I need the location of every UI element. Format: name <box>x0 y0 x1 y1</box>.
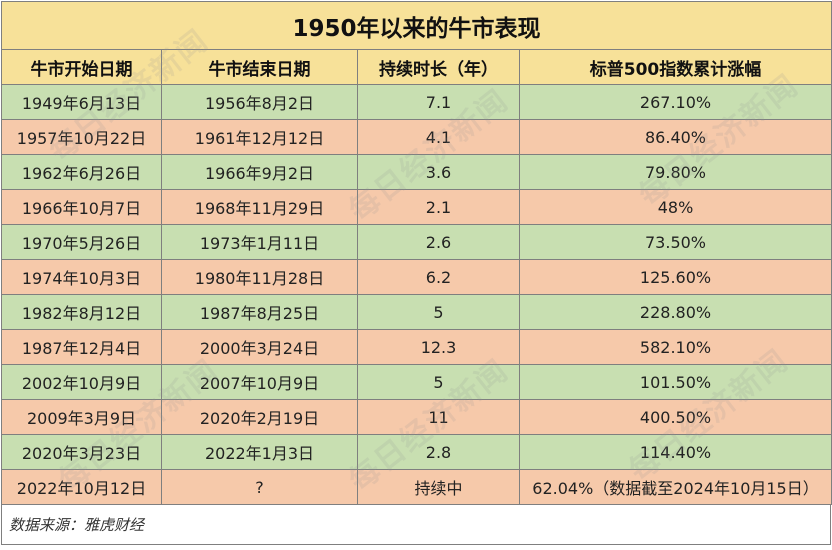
cell-end-date: ? <box>161 469 358 505</box>
header-sp500-gain: 标普500指数累计涨幅 <box>518 49 832 85</box>
bull-market-table: 1950年以来的牛市表现 牛市开始日期 牛市结束日期 持续时长（年） 标普500… <box>0 1 832 505</box>
cell-start-date: 1966年10月7日 <box>1 189 162 225</box>
cell-gain: 582.10% <box>518 329 832 365</box>
cell-duration: 11 <box>357 399 520 435</box>
cell-start-date: 1982年8月12日 <box>1 294 162 330</box>
table-row: 1949年6月13日 1956年8月2日 7.1 267.10% <box>1 84 832 120</box>
cell-start-date: 1949年6月13日 <box>1 84 162 120</box>
cell-end-date: 1956年8月2日 <box>161 84 358 120</box>
cell-duration: 5 <box>357 294 520 330</box>
table-row: 2022年10月12日? 持续中 62.04%（数据截至2024年10月15日） <box>1 469 832 505</box>
cell-duration: 5 <box>357 364 520 400</box>
table-row: 1982年8月12日 1987年8月25日 5 228.80% <box>1 294 832 330</box>
header-end-date: 牛市结束日期 <box>161 49 358 85</box>
cell-gain: 125.60% <box>518 259 832 295</box>
cell-gain: 114.40% <box>518 434 832 470</box>
table-row: 1970年5月26日 1973年1月11日 2.6 73.50% <box>1 224 832 260</box>
cell-duration: 2.8 <box>357 434 520 470</box>
cell-gain: 228.80% <box>518 294 832 330</box>
table-row: 1957年10月22日 1961年12月12日 4.1 86.40% <box>1 119 832 155</box>
cell-end-date: 2007年10月9日 <box>161 364 358 400</box>
cell-duration: 2.1 <box>357 189 520 225</box>
cell-duration: 6.2 <box>357 259 520 295</box>
cell-gain: 79.80% <box>518 154 832 190</box>
cell-end-date: 2020年2月19日 <box>161 399 358 435</box>
cell-start-date: 2009年3月9日 <box>1 399 162 435</box>
cell-gain: 48% <box>518 189 832 225</box>
table-row: 1987年12月4日 2000年3月24日 12.3 582.10% <box>1 329 832 365</box>
cell-start-date: 2002年10月9日 <box>1 364 162 400</box>
cell-start-date: 1974年10月3日 <box>1 259 162 295</box>
cell-end-date: 1966年9月2日 <box>161 154 358 190</box>
cell-gain: 400.50% <box>518 399 832 435</box>
cell-start-date: 1970年5月26日 <box>1 224 162 260</box>
cell-duration: 持续中 <box>357 469 520 505</box>
cell-start-date: 1987年12月4日 <box>1 329 162 365</box>
cell-gain: 101.50% <box>518 364 832 400</box>
cell-duration: 7.1 <box>357 84 520 120</box>
cell-end-date: 2000年3月24日 <box>161 329 358 365</box>
cell-duration: 3.6 <box>357 154 520 190</box>
cell-duration: 2.6 <box>357 224 520 260</box>
cell-duration: 4.1 <box>357 119 520 155</box>
table-row: 2002年10月9日 2007年10月9日 5 101.50% <box>1 364 832 400</box>
cell-end-date: 1973年1月11日 <box>161 224 358 260</box>
table-row: 2009年3月9日 2020年2月19日 11 400.50% <box>1 399 832 435</box>
table-row: 1966年10月7日 1968年11月29日 2.1 48% <box>1 189 832 225</box>
cell-end-date: 1987年8月25日 <box>161 294 358 330</box>
cell-end-date: 1980年11月28日 <box>161 259 358 295</box>
table-row: 1974年10月3日 1980年11月28日 6.2 125.60% <box>1 259 832 295</box>
cell-start-date: 2022年10月12日 <box>1 469 162 505</box>
cell-gain: 62.04%（数据截至2024年10月15日） <box>518 469 832 505</box>
cell-start-date: 2020年3月23日 <box>1 434 162 470</box>
cell-gain: 86.40% <box>518 119 832 155</box>
cell-gain: 267.10% <box>518 84 832 120</box>
cell-duration: 12.3 <box>357 329 520 365</box>
table-row: 2020年3月23日 2022年1月3日 2.8 114.40% <box>1 434 832 470</box>
cell-end-date: 1968年11月29日 <box>161 189 358 225</box>
cell-end-date: 1961年12月12日 <box>161 119 358 155</box>
header-start-date: 牛市开始日期 <box>1 49 162 85</box>
header-duration: 持续时长（年） <box>357 49 520 85</box>
data-source-note: 数据来源：雅虎财经 <box>1 505 831 545</box>
cell-start-date: 1962年6月26日 <box>1 154 162 190</box>
cell-end-date: 2022年1月3日 <box>161 434 358 470</box>
cell-gain: 73.50% <box>518 224 832 260</box>
table-title: 1950年以来的牛市表现 <box>0 1 832 50</box>
cell-start-date: 1957年10月22日 <box>1 119 162 155</box>
table-row: 1962年6月26日 1966年9月2日 3.6 79.80% <box>1 154 832 190</box>
